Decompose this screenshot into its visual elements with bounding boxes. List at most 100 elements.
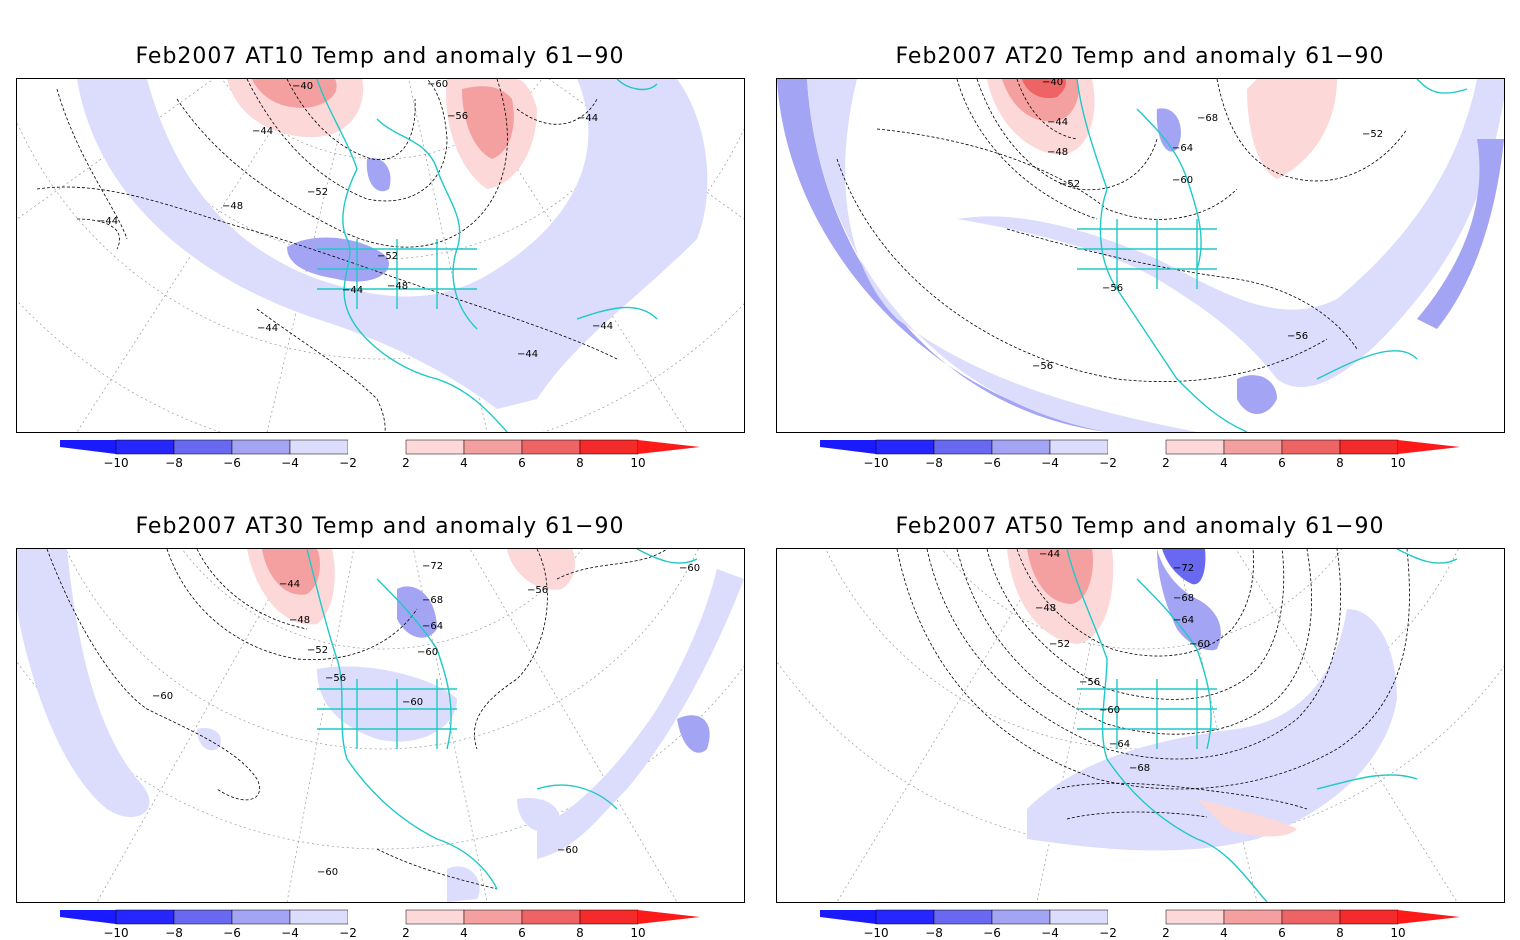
- negative-anomaly-core: [517, 798, 560, 833]
- colorbar-bin: [521, 439, 581, 455]
- colorbar-tick: 10: [1390, 926, 1405, 940]
- colorbar-tick: −4: [281, 456, 299, 470]
- contour-label: −56: [1032, 361, 1053, 372]
- colorbar-arrow-negative: [60, 910, 116, 924]
- contour-label: −52: [1059, 179, 1080, 190]
- positive-anomaly: [1247, 79, 1337, 179]
- contour-label: −48: [1035, 603, 1056, 614]
- colorbar-svg: −10 −8 −6 −4 −2 2 4 6 8 10: [820, 909, 1460, 940]
- contour-label: −56: [1287, 331, 1308, 342]
- contour-label: −40: [292, 81, 313, 92]
- colorbar-bin: [1108, 440, 1166, 454]
- negative-anomaly-core: [397, 586, 437, 638]
- anomaly-shading: [777, 79, 1504, 432]
- colorbar-tick: 6: [1278, 926, 1286, 940]
- colorbar-arrow-negative: [60, 440, 116, 454]
- colorbar-arrow-positive: [1398, 440, 1460, 454]
- colorbar-bin: [1165, 909, 1225, 925]
- contour-label: −68: [1129, 763, 1150, 774]
- anomaly-shading: [77, 79, 708, 409]
- contour-labels-group: −40 −44 −48 −52 −68 −64 −60 −52 −56 −56 …: [1032, 79, 1383, 372]
- colorbar-bin: [173, 439, 233, 455]
- colorbar-bin: [1339, 439, 1399, 455]
- colorbar-tick: −6: [983, 926, 1001, 940]
- contour-label: −68: [1173, 593, 1194, 604]
- colorbar-tick: 4: [460, 926, 468, 940]
- panel-at50: Feb2007 AT50 Temp and anomaly 61−90: [760, 470, 1520, 940]
- colorbar-tick: 6: [518, 926, 526, 940]
- colorbar-bin: [1108, 910, 1166, 924]
- contour-labels-group: −40 −44 −44 −44 −48 −52 −52 −56 −60 −44 …: [97, 79, 613, 360]
- negative-anomaly-core: [677, 715, 710, 753]
- contour-label: −44: [342, 285, 363, 296]
- panel-title: Feb2007 AT10 Temp and anomaly 61−90: [135, 44, 625, 69]
- negative-anomaly-core: [366, 158, 391, 192]
- contour-label: −64: [1172, 143, 1193, 154]
- contour-labels-group: −44 −48 −52 −56 −60 −64 −68 −72 −68 −64 …: [1035, 549, 1210, 774]
- colorbar-arrow-negative: [820, 910, 876, 924]
- colorbar-arrow-positive: [638, 910, 700, 924]
- panel-title: Feb2007 AT20 Temp and anomaly 61−90: [895, 44, 1385, 69]
- temperature-contours: [46, 549, 668, 890]
- colorbar-bin: [115, 439, 175, 455]
- colorbar-tick: 10: [1390, 456, 1405, 470]
- colorbar-bin: [579, 909, 639, 925]
- negative-anomaly-core: [317, 666, 457, 742]
- colorbar-svg: −10 −8 −6 −4 −2 2 4 6 8 10: [60, 439, 700, 470]
- colorbar-tick: −6: [223, 926, 241, 940]
- colorbar-tick: 10: [630, 456, 645, 470]
- colorbar-tick: 6: [518, 456, 526, 470]
- colorbar: −10 −8 −6 −4 −2 2 4 6 8 10: [804, 906, 1476, 940]
- negative-anomaly-band: [777, 79, 1157, 432]
- colorbar-tick: 4: [460, 456, 468, 470]
- colorbar-tick: −4: [281, 926, 299, 940]
- panel-title: Feb2007 AT30 Temp and anomaly 61−90: [135, 514, 625, 539]
- colorbar-tick: 4: [1220, 456, 1228, 470]
- coastlines: [316, 79, 658, 432]
- colorbar-arrow-negative: [820, 440, 876, 454]
- contour-label: −48: [387, 281, 408, 292]
- colorbar-tick: −8: [925, 926, 943, 940]
- anomaly-map: [777, 549, 1504, 902]
- colorbar: −10 −8 −6 −4 −2 2 4 6 8 10: [44, 436, 716, 470]
- colorbar: −10 −8 −6 −4 −2 2 4 6 8 10: [804, 436, 1476, 470]
- colorbar-bin: [231, 439, 291, 455]
- colorbar-tick: −2: [339, 926, 357, 940]
- colorbar-tick: 8: [576, 456, 584, 470]
- anomaly-shading: [17, 549, 744, 902]
- colorbar-arrow-positive: [638, 440, 700, 454]
- colorbar-bin: [875, 909, 935, 925]
- colorbar-tick: −8: [165, 926, 183, 940]
- contour-label: −56: [1102, 283, 1123, 294]
- colorbar-bin: [463, 439, 523, 455]
- anomaly-shading: [1007, 549, 1397, 851]
- contour-labels: −44 −48 −52 −56 −60 −64 −68 −72 −68 −64 …: [1035, 549, 1210, 774]
- contour-label: −60: [417, 647, 438, 658]
- colorbar-tick: 2: [1162, 456, 1170, 470]
- contour-label: −60: [1172, 175, 1193, 186]
- negative-anomaly-core: [197, 728, 221, 751]
- negative-anomaly-band: [807, 79, 1197, 432]
- colorbar-tick: −2: [1099, 926, 1117, 940]
- colorbar-bin: [115, 909, 175, 925]
- colorbar-tick: −10: [863, 926, 888, 940]
- contour-label: −72: [422, 561, 443, 572]
- contour-label: −56: [325, 673, 346, 684]
- colorbar-tick: 8: [576, 926, 584, 940]
- contour-label: −44: [1039, 549, 1060, 560]
- colorbar-tick: 6: [1278, 456, 1286, 470]
- colorbar-tick: −4: [1041, 456, 1059, 470]
- contour-label: −60: [152, 691, 173, 702]
- contour-label: −48: [289, 615, 310, 626]
- contour-label: −52: [307, 645, 328, 656]
- contour-label: −68: [1197, 113, 1218, 124]
- negative-anomaly-core: [1156, 108, 1181, 152]
- colorbar-bin: [348, 440, 406, 454]
- colorbar-bin: [1049, 439, 1109, 455]
- negative-anomaly-band: [1417, 139, 1504, 329]
- colorbar-svg: −10 −8 −6 −4 −2 2 4 6 8 10: [60, 909, 700, 940]
- colorbar-bin: [405, 909, 465, 925]
- colorbar-bin: [933, 909, 993, 925]
- colorbar-bin: [405, 439, 465, 455]
- colorbar-tick: 2: [1162, 926, 1170, 940]
